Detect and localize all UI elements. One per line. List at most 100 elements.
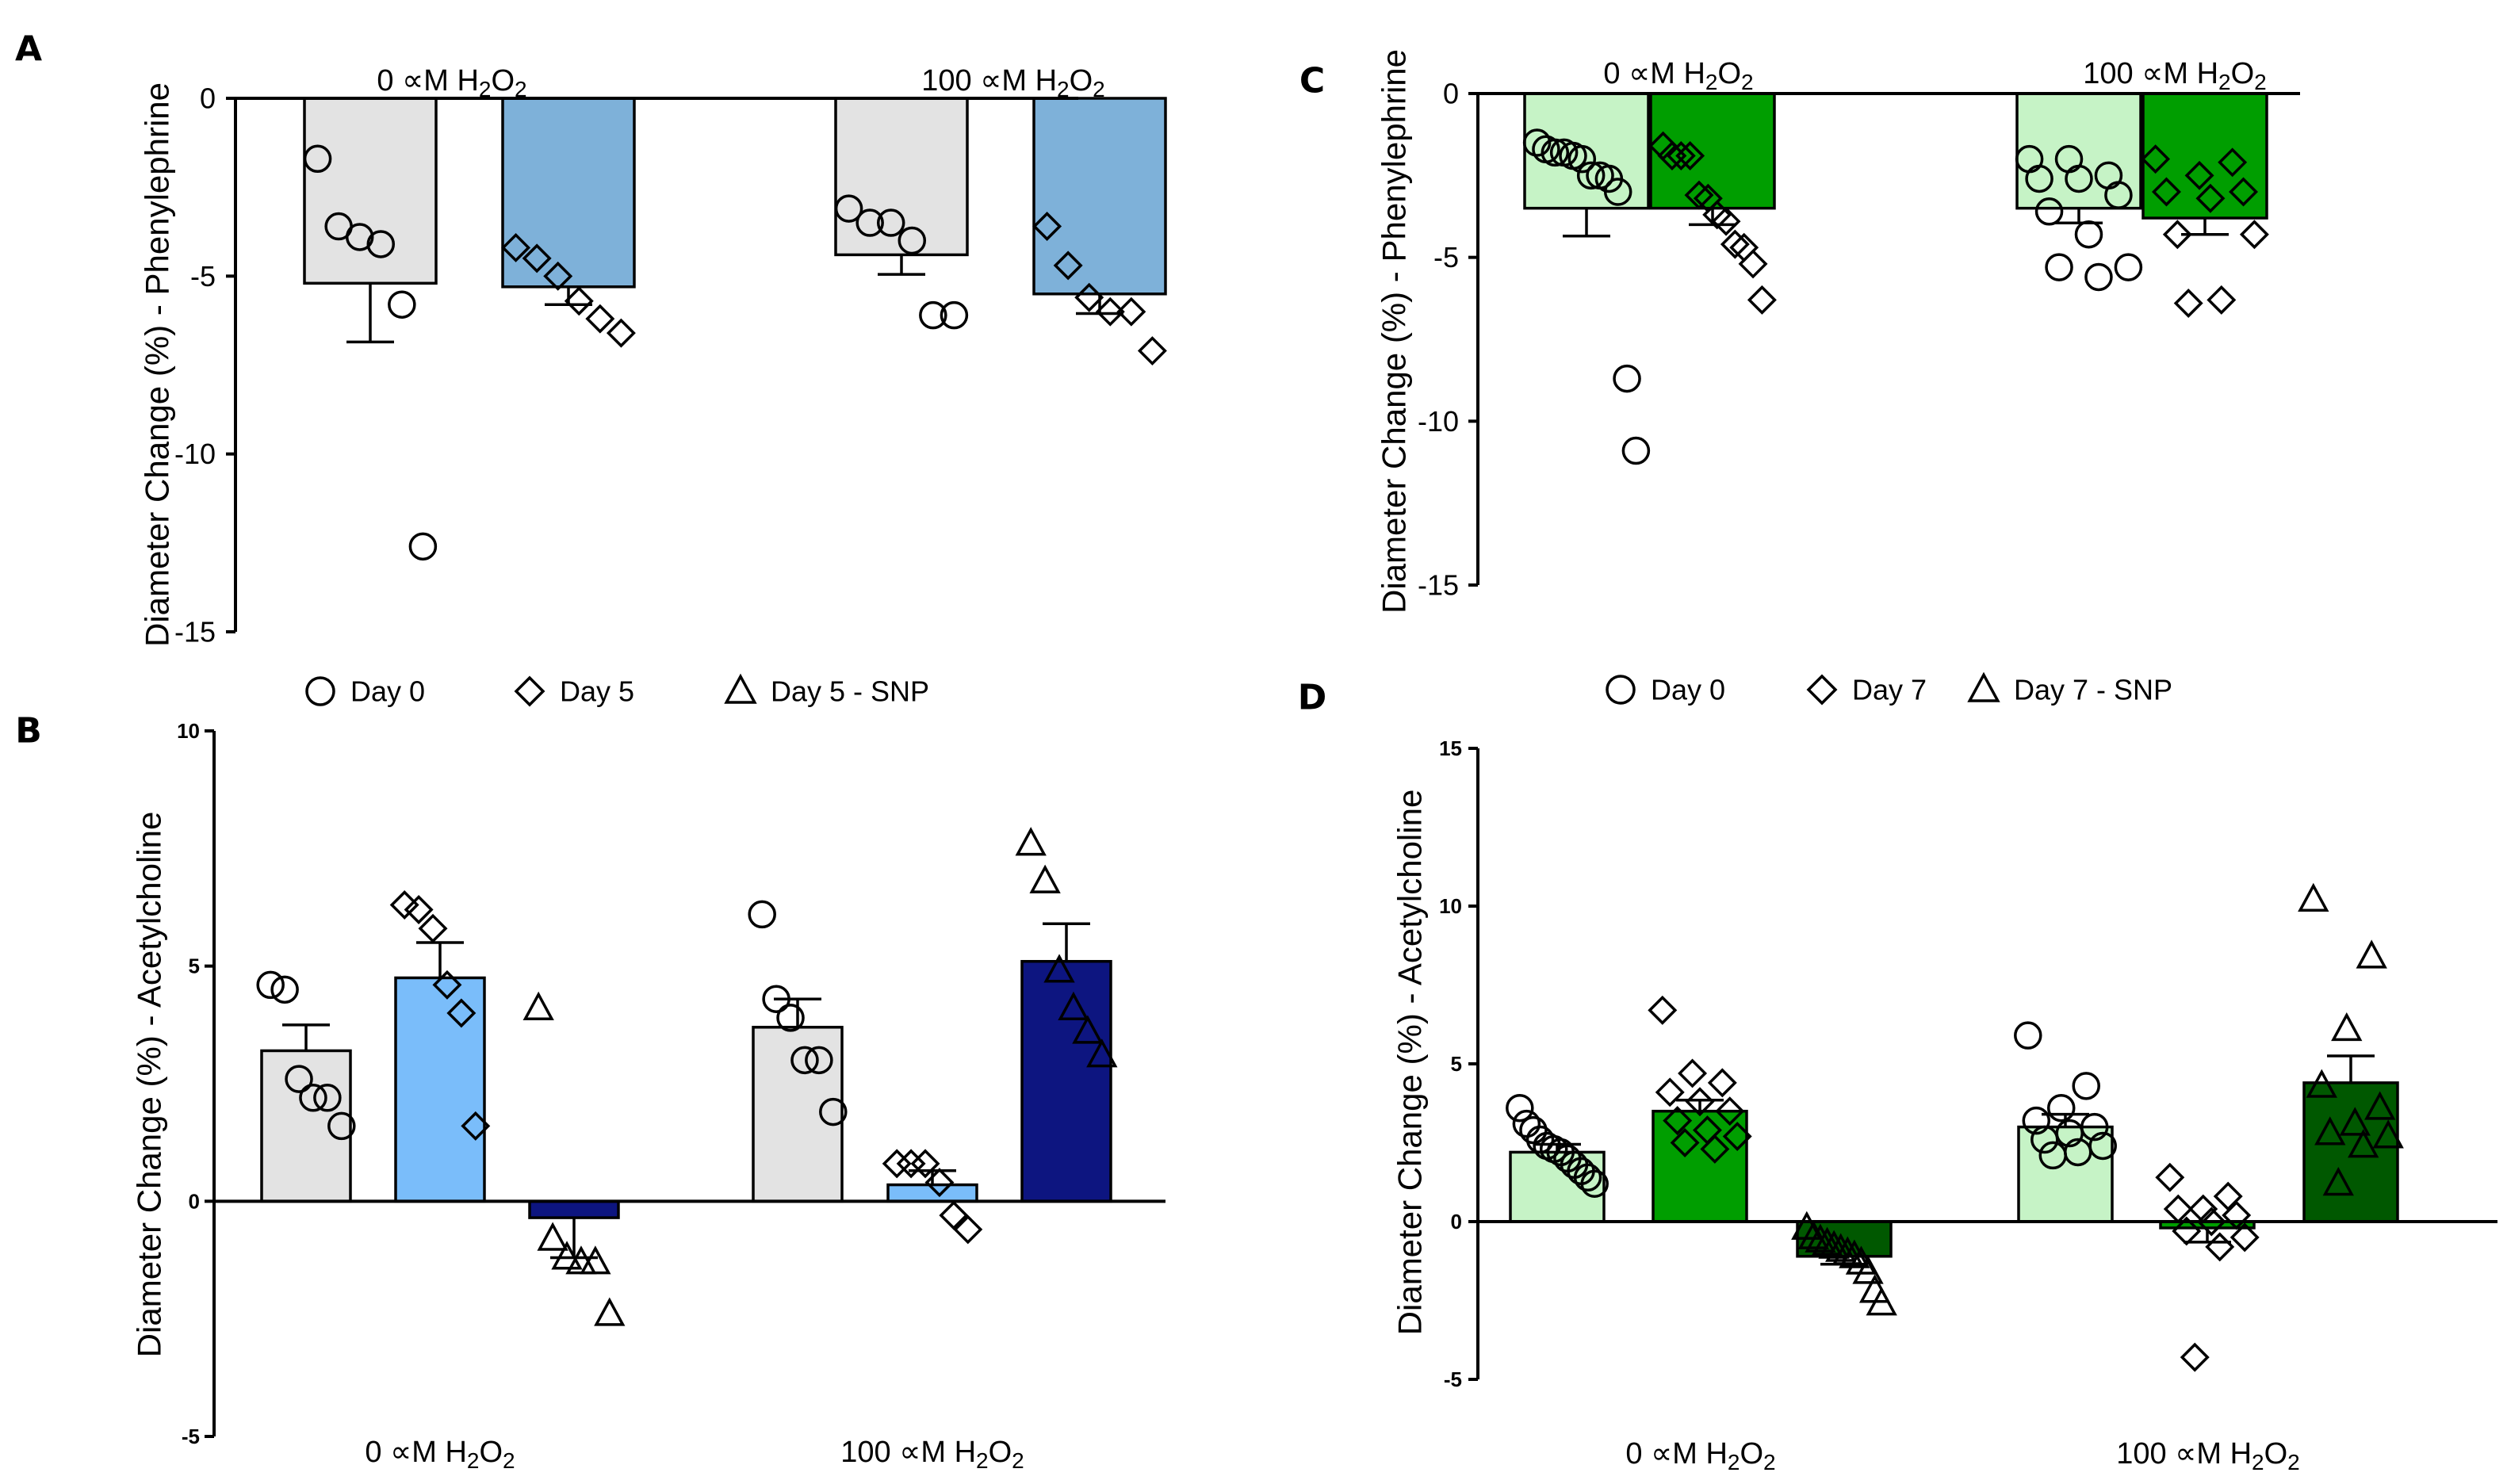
bar-b-g1-day-5 (394, 976, 486, 1203)
data-point-circle (2074, 220, 2103, 249)
bar-b-g1-day-5-snp (528, 1199, 620, 1219)
bar-b-g1-day-0 (260, 1049, 352, 1203)
data-point-diamond (2180, 1342, 2210, 1372)
data-point-triangle (1825, 1233, 1857, 1262)
legend-top: Day 0 Day 5 Day 5 - SNP (305, 673, 929, 708)
data-point-circle (2072, 1072, 2100, 1100)
data-point-circle (1621, 436, 1651, 465)
data-point-triangle (2348, 1129, 2379, 1158)
data-point-circle (388, 290, 416, 319)
y-tick-label: -5 (1433, 241, 1459, 273)
legend-right: Day 0 Day 7 Day 7 - SNP (1606, 671, 2172, 706)
data-point-circle (1506, 1093, 1534, 1123)
group-label-c-2: 100 ∝M H2O2 (2083, 57, 2266, 94)
data-point-diamond (1074, 282, 1104, 312)
data-point-triangle (551, 1241, 583, 1270)
data-point-triangle (1805, 1223, 1836, 1253)
data-point-circle (876, 208, 905, 237)
data-point-circle (1580, 1169, 1609, 1198)
data-point-diamond (1655, 1077, 1685, 1107)
data-point-diamond (953, 1214, 983, 1245)
data-point-diamond (2205, 1232, 2235, 1262)
data-point-diamond (1684, 180, 1714, 210)
data-point-triangle (1029, 864, 1061, 893)
data-point-triangle (1866, 1287, 1897, 1316)
data-point-circle (805, 1046, 833, 1075)
data-point-circle (366, 230, 396, 258)
data-point-triangle (1797, 1220, 1830, 1249)
data-point-triangle (594, 1297, 626, 1326)
data-point-circle (762, 985, 790, 1013)
data-point-diamond (1711, 206, 1741, 236)
y-axis-label-c: Diameter Change (%) - Phenylephrine (1376, 49, 1413, 614)
data-point-circle (919, 300, 947, 330)
legend-label: Day 7 - SNP (2014, 674, 2172, 706)
data-point-diamond (2222, 1200, 2252, 1230)
data-point-triangle (1058, 991, 1089, 1021)
data-point-triangle (2298, 882, 2329, 912)
data-point-triangle (1839, 1239, 1870, 1268)
data-point-diamond (1116, 296, 1146, 327)
data-point-diamond (461, 1111, 491, 1141)
y-tick-label: -5 (1444, 1367, 1462, 1391)
data-point-triangle (2306, 1069, 2337, 1098)
data-point-diamond (924, 1168, 955, 1198)
data-point-circle (345, 223, 374, 251)
data-point-circle (1603, 178, 1632, 206)
legend-marker-triangle (724, 673, 757, 704)
y-tick-label: -10 (1418, 405, 1459, 438)
group-label-c-1: 0 ∝M H2O2 (1603, 57, 1753, 94)
data-point-circle (2104, 181, 2133, 209)
data-point-triangle (2339, 1107, 2371, 1136)
data-point-diamond (2173, 289, 2203, 319)
data-point-triangle (1043, 954, 1075, 983)
bar-a-g1-day-5 (501, 97, 636, 289)
data-point-circle (285, 1065, 313, 1093)
data-point-diamond (2207, 285, 2237, 315)
data-point-diamond (1675, 141, 1705, 171)
data-point-circle (327, 1111, 356, 1141)
data-point-diamond (1715, 1096, 1745, 1126)
data-point-diamond (446, 998, 477, 1028)
data-point-diamond (896, 1149, 926, 1179)
data-point-circle (748, 900, 776, 929)
data-point-circle (2030, 1125, 2059, 1154)
y-tick-label: -5 (182, 1425, 200, 1448)
legend-marker-circle (305, 676, 335, 706)
data-point-triangle (580, 1245, 611, 1275)
data-point-triangle (2364, 1091, 2396, 1120)
data-point-diamond (1738, 249, 1768, 279)
data-point-diamond (2196, 1207, 2226, 1237)
data-point-triangle (2322, 1166, 2354, 1196)
data-point-diamond (2141, 144, 2171, 174)
panel-letter-c: C (1299, 61, 1325, 101)
group-label-b-1: 0 ∝M H2O2 (365, 1436, 515, 1473)
data-point-circle (313, 1084, 342, 1112)
data-point-diamond (2229, 177, 2259, 207)
data-point-circle (1512, 1109, 1541, 1138)
y-tick-label: -10 (174, 438, 216, 470)
legend-marker-diamond (1806, 674, 1838, 706)
data-point-diamond (501, 232, 531, 262)
data-point-diamond (1053, 251, 1083, 281)
legend-label: Day 0 (350, 675, 425, 708)
y-axis-label-a: Diameter Change (%) - Phenylephrine (139, 82, 176, 647)
data-point-circle (940, 300, 969, 330)
data-point-triangle (1858, 1274, 1891, 1303)
data-point-circle (1576, 161, 1606, 190)
data-point-diamond (1137, 336, 1167, 366)
data-point-diamond (418, 913, 448, 943)
data-point-diamond (522, 243, 552, 273)
panel-letter-a: A (15, 29, 42, 70)
data-point-circle (2045, 253, 2073, 281)
data-point-diamond (1722, 1122, 1752, 1152)
group-label-d-2: 100 ∝M H2O2 (2116, 1437, 2299, 1474)
data-point-triangle (2372, 1119, 2404, 1149)
legend-label: Day 5 - SNP (771, 675, 929, 708)
data-point-diamond (2151, 177, 2181, 207)
data-point-circle (2014, 1021, 2042, 1050)
data-point-diamond (585, 304, 615, 334)
data-point-diamond (2184, 160, 2214, 190)
data-point-diamond (2213, 1181, 2243, 1211)
